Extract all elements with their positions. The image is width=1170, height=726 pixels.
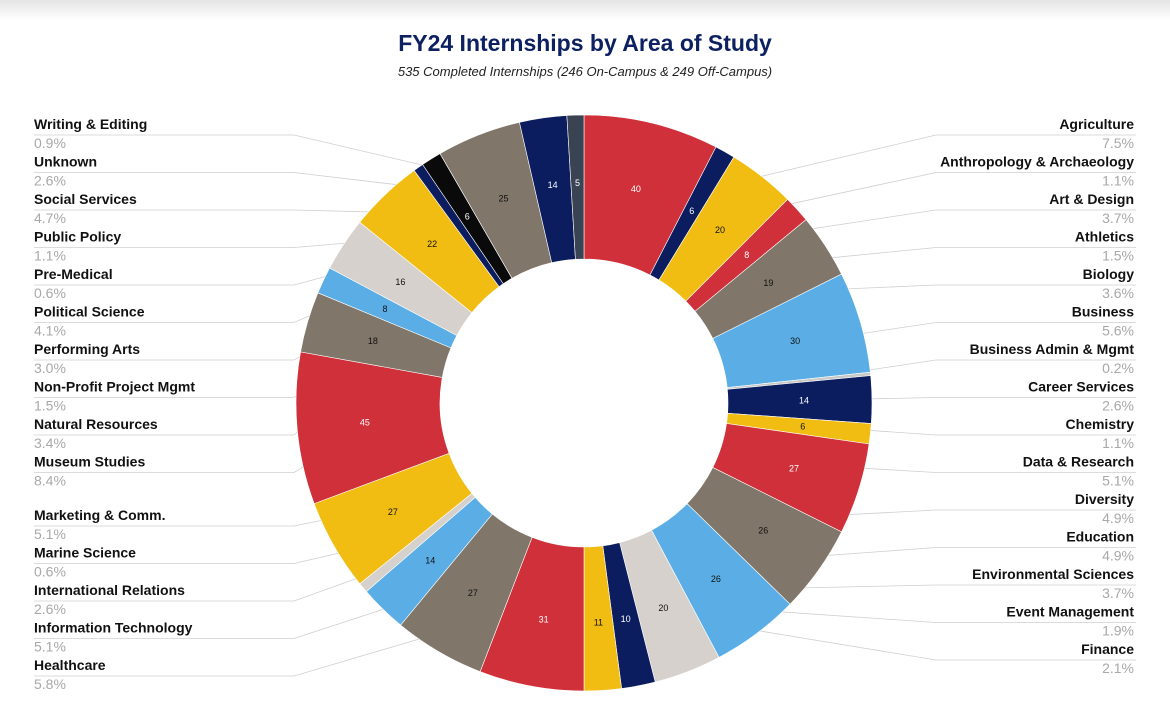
percent-data-research: 5.1% — [1102, 473, 1134, 489]
percent-art-design: 3.7% — [1102, 210, 1134, 226]
value-label-art-design: 20 — [715, 225, 725, 235]
percent-natural-resources: 3.4% — [34, 435, 66, 451]
percent-unknown: 2.6% — [34, 173, 66, 189]
label-pre-medical: Pre-Medical — [34, 266, 113, 282]
label-biology: Biology — [1083, 266, 1135, 282]
label-marketing-comm: Marketing & Comm. — [34, 507, 165, 523]
percent-information-technology: 5.1% — [34, 639, 66, 655]
label-education: Education — [1066, 529, 1134, 545]
value-label-healthcare: 31 — [539, 614, 549, 624]
label-data-research: Data & Research — [1023, 454, 1134, 470]
value-label-finance: 11 — [594, 618, 603, 628]
label-business: Business — [1072, 304, 1134, 320]
value-label-information-technology: 27 — [468, 588, 478, 598]
value-label-anthropology-archaeology: 6 — [689, 206, 694, 216]
value-label-unknown: 14 — [548, 180, 558, 190]
label-performing-arts: Performing Arts — [34, 341, 140, 357]
value-label-chemistry: 6 — [800, 422, 805, 432]
slice-writing-editing — [566, 114, 585, 260]
label-healthcare: Healthcare — [34, 657, 106, 673]
value-label-non-profit-project-mgmt: 8 — [382, 304, 387, 314]
value-label-political-science: 22 — [427, 239, 437, 249]
label-art-design: Art & Design — [1049, 191, 1134, 207]
percent-finance: 2.1% — [1102, 660, 1134, 676]
percent-marine-science: 0.6% — [34, 564, 66, 580]
label-agriculture: Agriculture — [1059, 116, 1134, 132]
value-label-education: 26 — [711, 574, 721, 584]
percent-athletics: 1.5% — [1102, 248, 1134, 264]
percent-international-relations: 2.6% — [34, 601, 66, 617]
percent-performing-arts: 3.0% — [34, 360, 66, 376]
label-political-science: Political Science — [34, 304, 145, 320]
percent-anthropology-archaeology: 1.1% — [1102, 173, 1134, 189]
value-label-museum-studies: 45 — [360, 418, 370, 428]
label-international-relations: International Relations — [34, 582, 185, 598]
percent-business-admin-mgmt: 0.2% — [1102, 360, 1134, 376]
label-business-admin-mgmt: Business Admin & Mgmt — [970, 341, 1135, 357]
label-environmental-sciences: Environmental Sciences — [972, 566, 1134, 582]
percent-agriculture: 7.5% — [1102, 135, 1134, 151]
label-natural-resources: Natural Resources — [34, 416, 158, 432]
value-label-marketing-comm: 27 — [388, 507, 398, 517]
label-diversity: Diversity — [1075, 491, 1134, 507]
label-writing-editing: Writing & Editing — [34, 116, 147, 132]
label-finance: Finance — [1081, 641, 1134, 657]
percent-political-science: 4.1% — [34, 323, 66, 339]
percent-diversity: 4.9% — [1102, 510, 1134, 526]
value-label-business: 30 — [790, 336, 800, 346]
value-label-writing-editing: 5 — [575, 178, 580, 188]
percent-healthcare: 5.8% — [34, 676, 66, 692]
value-label-athletics: 8 — [744, 250, 749, 260]
value-label-event-management: 10 — [621, 614, 631, 624]
percent-marketing-comm: 5.1% — [34, 526, 66, 542]
percent-pre-medical: 0.6% — [34, 285, 66, 301]
percent-non-profit-project-mgmt: 1.5% — [34, 398, 66, 414]
value-labels: 40 6 20 8 19 30 14 6 27 26 26 20 10 11 31 27 14 27 45 18 8 16… — [360, 178, 809, 627]
label-marine-science: Marine Science — [34, 545, 136, 561]
chart-title: FY24 Internships by Area of Study — [398, 30, 772, 56]
value-label-data-research: 27 — [789, 464, 799, 474]
percent-event-management: 1.9% — [1102, 623, 1134, 639]
value-label-career-services: 14 — [799, 395, 809, 405]
donut-slices — [295, 114, 873, 692]
label-information-technology: Information Technology — [34, 620, 193, 636]
label-chemistry: Chemistry — [1066, 416, 1135, 432]
label-public-policy: Public Policy — [34, 229, 121, 245]
percent-writing-editing: 0.9% — [34, 135, 66, 151]
label-event-management: Event Management — [1006, 604, 1134, 620]
value-label-public-policy: 6 — [465, 212, 470, 222]
value-label-environmental-sciences: 20 — [658, 603, 668, 613]
top-shadow-bar — [0, 0, 1170, 20]
label-career-services: Career Services — [1028, 379, 1134, 395]
value-label-international-relations: 14 — [425, 555, 435, 565]
value-label-biology: 19 — [763, 278, 773, 288]
label-anthropology-archaeology: Anthropology & Archaeology — [940, 154, 1134, 170]
percent-environmental-sciences: 3.7% — [1102, 585, 1134, 601]
percent-biology: 3.6% — [1102, 285, 1134, 301]
percent-chemistry: 1.1% — [1102, 435, 1134, 451]
percent-business: 5.6% — [1102, 323, 1134, 339]
value-label-social-services: 25 — [498, 193, 508, 203]
label-non-profit-project-mgmt: Non-Profit Project Mgmt — [34, 379, 195, 395]
percent-education: 4.9% — [1102, 548, 1134, 564]
percent-social-services: 4.7% — [34, 210, 66, 226]
label-museum-studies: Museum Studies — [34, 454, 145, 470]
percent-public-policy: 1.1% — [34, 248, 66, 264]
side-labels: Agriculture 7.5% Anthropology & Archaeolog… — [34, 116, 1134, 692]
label-social-services: Social Services — [34, 191, 137, 207]
value-label-diversity: 26 — [758, 526, 768, 536]
value-label-performing-arts: 16 — [395, 277, 405, 287]
percent-museum-studies: 8.4% — [34, 473, 66, 489]
chart-subtitle: 535 Completed Internships (246 On-Campus… — [397, 64, 773, 79]
value-label-agriculture: 40 — [631, 184, 641, 194]
label-athletics: Athletics — [1075, 229, 1134, 245]
label-unknown: Unknown — [34, 154, 97, 170]
percent-career-services: 2.6% — [1102, 398, 1134, 414]
value-label-natural-resources: 18 — [368, 336, 378, 346]
